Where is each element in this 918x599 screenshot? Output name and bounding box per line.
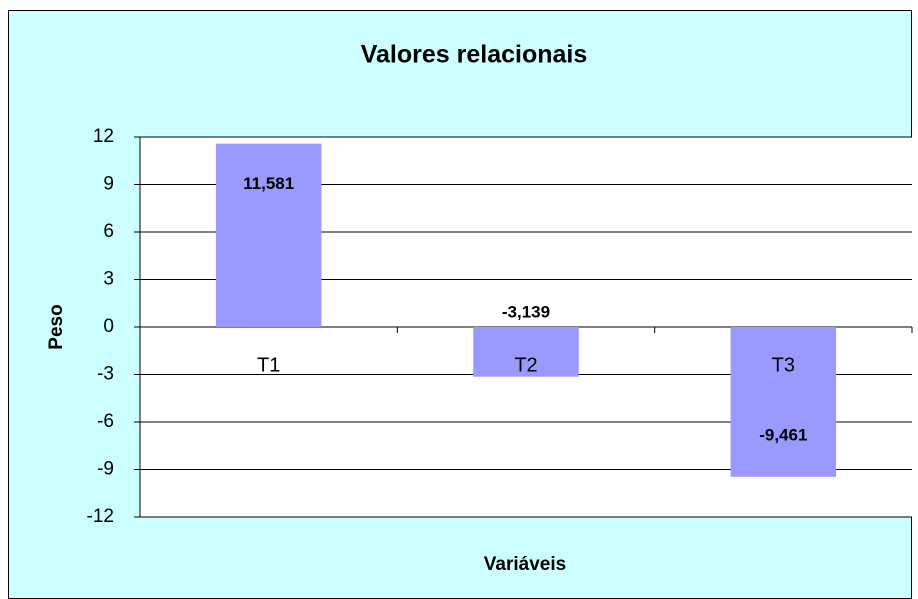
y-tick-label: 6 (103, 221, 114, 242)
chart-title: Valores relacionais (361, 41, 588, 69)
y-tick-label: 3 (103, 269, 114, 290)
x-axis-title: Variáveis (484, 554, 566, 575)
data-label: -9,461 (759, 425, 807, 444)
y-tick-label: 9 (103, 174, 114, 195)
y-tick-label: 12 (93, 126, 114, 147)
data-label: 11,581 (243, 174, 294, 193)
x-tick-label: T2 (514, 354, 537, 376)
data-label: -3,139 (502, 302, 550, 321)
bar (473, 327, 579, 377)
y-tick-label: -6 (97, 411, 114, 432)
y-tick-label: 0 (103, 316, 114, 337)
y-axis-title: Peso (46, 304, 67, 349)
y-tick-label: -9 (97, 459, 114, 480)
y-tick-label: -3 (97, 364, 114, 385)
bar (730, 327, 837, 477)
bar (215, 143, 322, 327)
x-tick-label: T3 (772, 354, 795, 376)
y-tick-label: -12 (87, 506, 114, 527)
x-tick-label: T1 (257, 354, 280, 376)
